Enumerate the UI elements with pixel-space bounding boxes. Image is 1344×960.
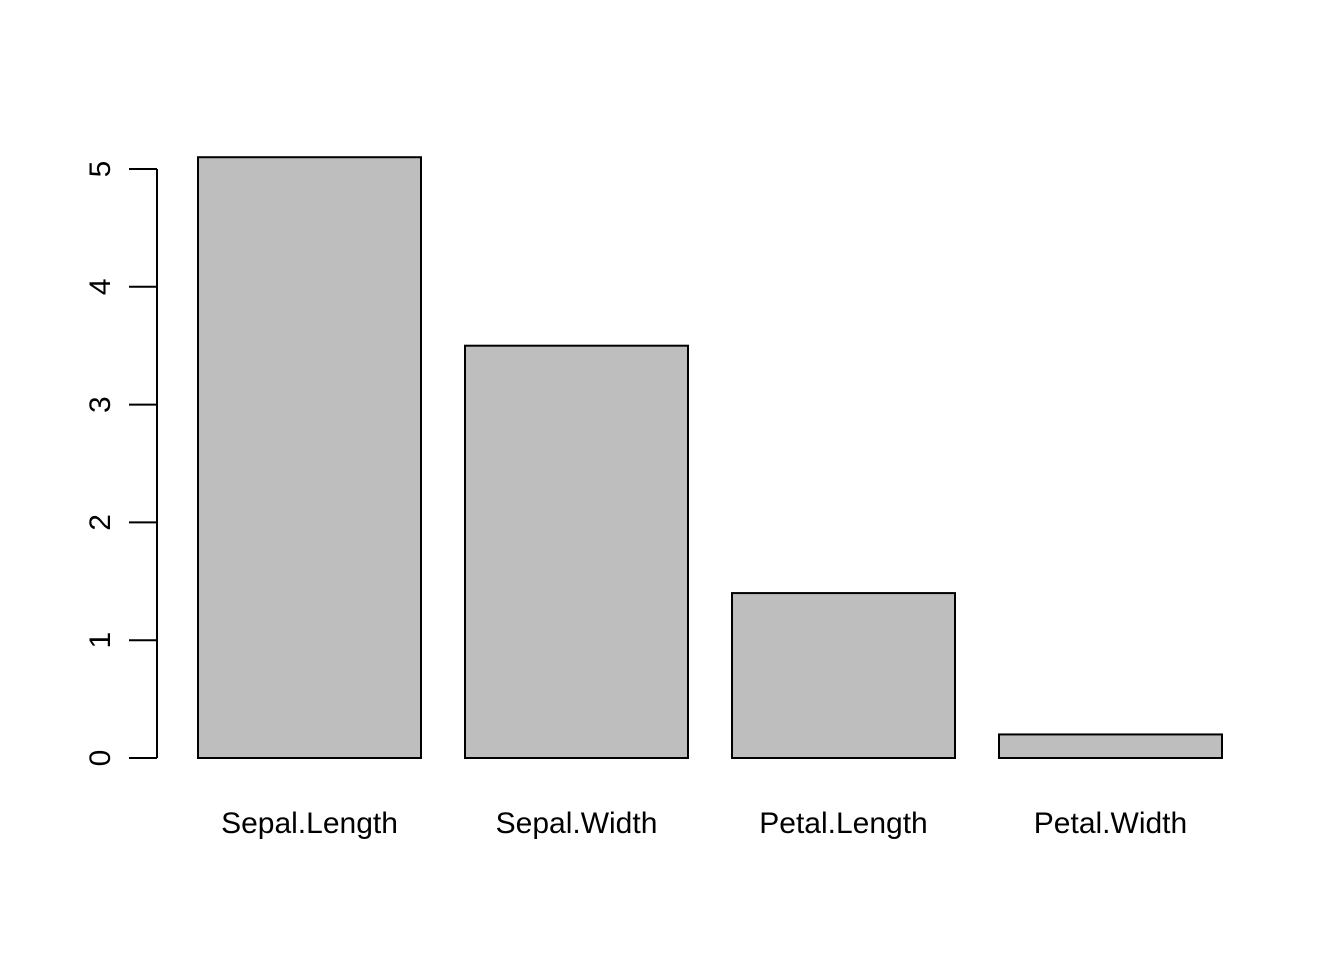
- bar-petal-width: [998, 733, 1223, 760]
- bar-sepal-width: [464, 344, 689, 759]
- y-ticks: 0 1 2 3 4 5: [84, 161, 157, 767]
- y-tick-label: 3: [84, 396, 117, 413]
- y-tick-label: 5: [84, 161, 117, 178]
- bars: [197, 156, 1223, 760]
- y-axis: 0 1 2 3 4 5: [84, 161, 158, 767]
- category-label: Petal.Length: [759, 807, 927, 840]
- y-tick-label: 2: [84, 514, 117, 531]
- category-label: Sepal.Width: [496, 807, 658, 840]
- bar-petal-length: [731, 592, 956, 760]
- category-label: Sepal.Length: [221, 807, 398, 840]
- y-tick-label: 0: [84, 750, 117, 767]
- category-label: Petal.Width: [1034, 807, 1187, 840]
- y-tick-label: 4: [84, 278, 117, 295]
- bar-sepal-length: [197, 156, 422, 760]
- category-labels: Sepal.Length Sepal.Width Petal.Length Petal…: [221, 807, 1187, 840]
- y-tick-label: 1: [84, 632, 117, 649]
